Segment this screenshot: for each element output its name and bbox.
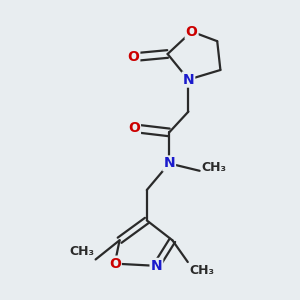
Text: O: O — [128, 121, 140, 135]
Text: N: N — [183, 73, 194, 87]
Text: O: O — [128, 50, 139, 64]
Text: CH₃: CH₃ — [189, 264, 214, 277]
Text: O: O — [186, 25, 197, 39]
Text: N: N — [151, 259, 162, 273]
Text: CH₃: CH₃ — [201, 161, 226, 174]
Text: O: O — [109, 256, 121, 271]
Text: CH₃: CH₃ — [69, 245, 94, 258]
Text: N: N — [164, 156, 175, 170]
